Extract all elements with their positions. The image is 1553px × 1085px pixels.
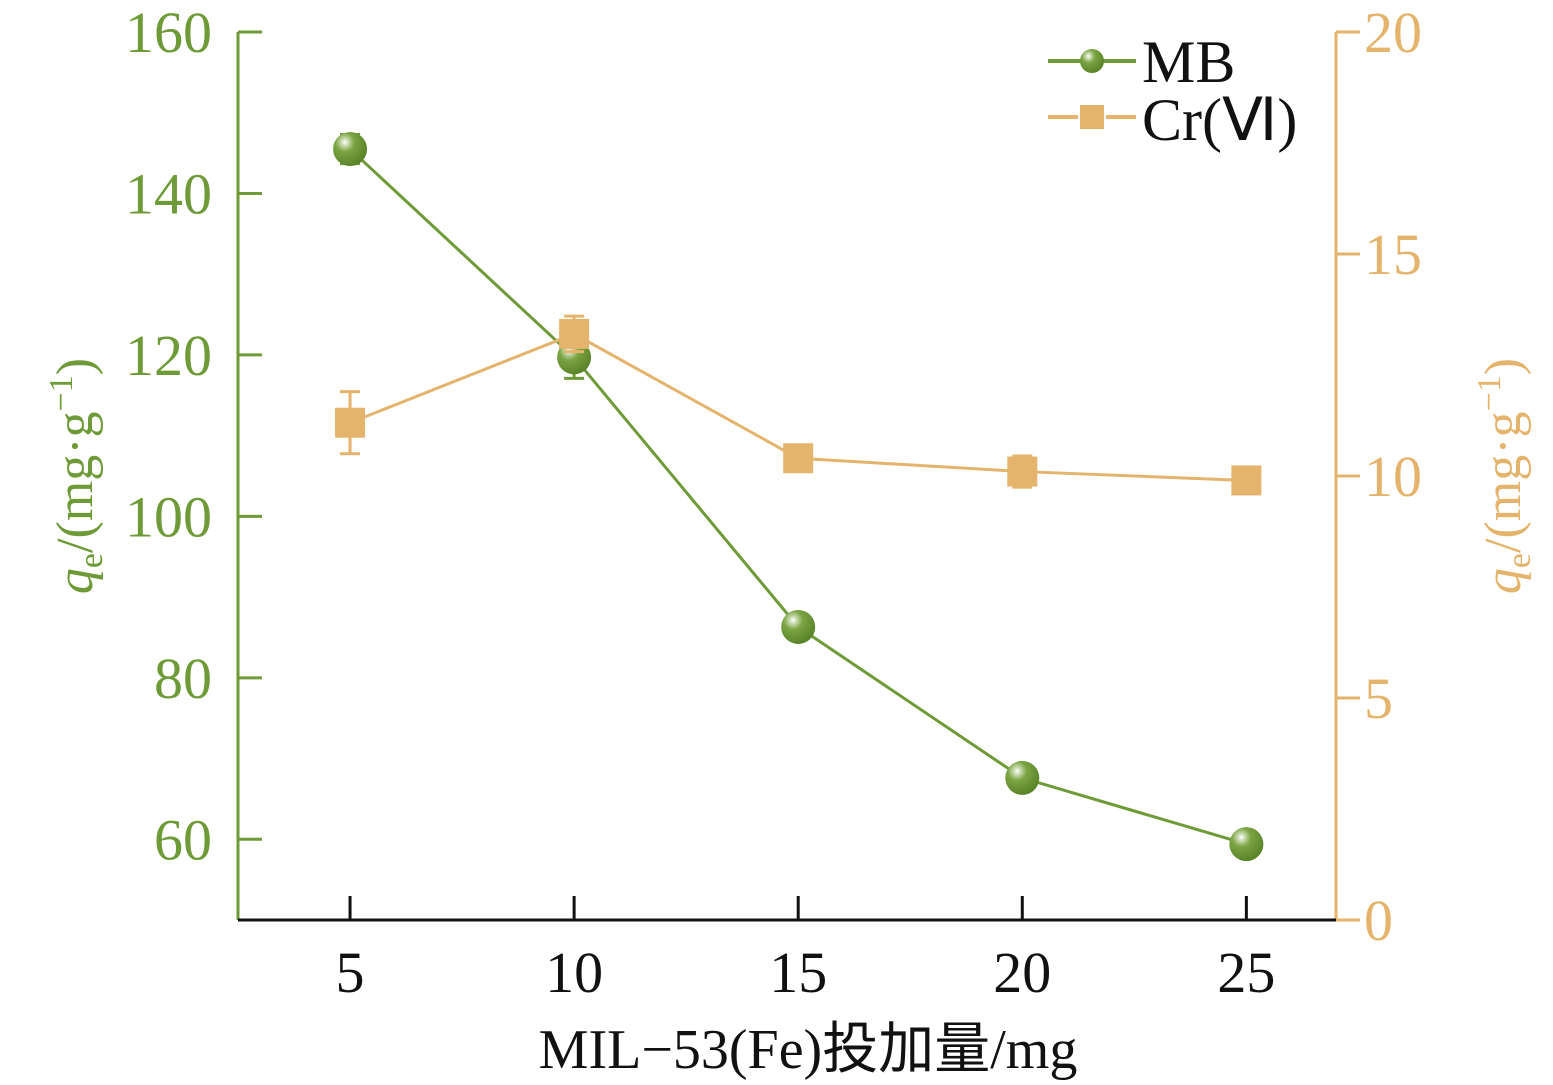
data-point-cr bbox=[783, 443, 814, 474]
legend-label-mb: MB bbox=[1142, 29, 1235, 95]
y-axis-label-left: qe/(mg·g−1) bbox=[43, 358, 110, 594]
y-tick-label-left: 80 bbox=[154, 646, 212, 711]
y-tick-label-right: 5 bbox=[1364, 666, 1393, 731]
y-tick-label-left: 140 bbox=[125, 161, 212, 226]
data-point-cr bbox=[1231, 465, 1262, 496]
x-tick-label: 20 bbox=[993, 940, 1051, 1005]
y-tick-label-left: 100 bbox=[125, 484, 212, 549]
data-point-mb bbox=[333, 132, 368, 167]
data-point-mb bbox=[1229, 827, 1264, 862]
x-tick-label: 15 bbox=[769, 940, 827, 1005]
data-point-mb bbox=[781, 609, 816, 644]
y-axis-label-right: qe/(mg·g−1) bbox=[1471, 358, 1538, 594]
y-tick-label-right: 15 bbox=[1364, 222, 1422, 287]
legend-marker-cr bbox=[1080, 105, 1104, 129]
y-tick-label-right: 0 bbox=[1364, 888, 1393, 953]
legend-label-cr: Cr(Ⅵ) bbox=[1142, 87, 1297, 153]
data-point-cr bbox=[559, 318, 590, 349]
legend-marker-mb bbox=[1080, 49, 1104, 73]
x-tick-label: 25 bbox=[1217, 940, 1275, 1005]
y-tick-label-left: 160 bbox=[125, 0, 212, 65]
legend: MB Cr(Ⅵ) bbox=[1048, 29, 1297, 153]
y-tick-label-left: 120 bbox=[125, 323, 212, 388]
series-line-mb bbox=[349, 147, 1247, 846]
y-tick-label-left: 60 bbox=[154, 807, 212, 872]
data-point-mb bbox=[1005, 760, 1040, 795]
y-tick-label-right: 20 bbox=[1364, 0, 1422, 65]
data-point-cr bbox=[1007, 456, 1038, 487]
y-tick-label-right: 10 bbox=[1364, 444, 1422, 509]
x-tick-label: 10 bbox=[545, 940, 603, 1005]
x-tick-label: 5 bbox=[336, 940, 365, 1005]
x-axis-label: MIL−53(Fe)投加量/mg bbox=[539, 1019, 1078, 1081]
data-point-cr bbox=[335, 407, 366, 438]
